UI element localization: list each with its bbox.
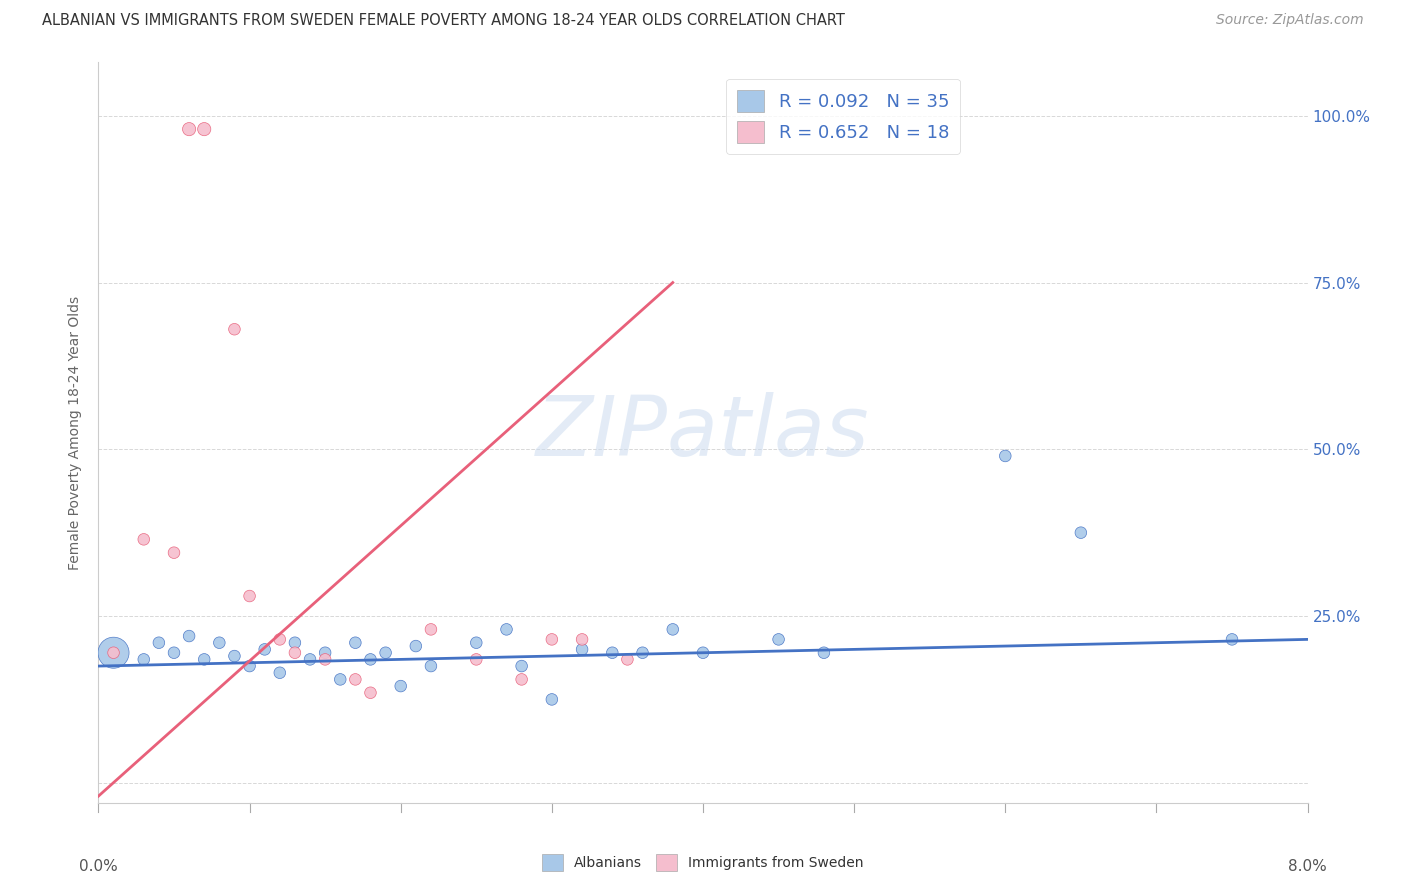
Point xyxy=(541,632,564,647)
Point xyxy=(284,646,307,660)
Point xyxy=(602,646,624,660)
Point xyxy=(571,632,593,647)
Point xyxy=(103,646,125,660)
Point xyxy=(465,652,488,666)
Point xyxy=(132,533,155,547)
Point xyxy=(344,636,367,650)
Text: 0.0%: 0.0% xyxy=(79,860,118,874)
Point xyxy=(374,646,396,660)
Point xyxy=(994,449,1017,463)
Point xyxy=(344,673,367,687)
Point xyxy=(571,642,593,657)
Point xyxy=(148,636,170,650)
Point xyxy=(179,122,201,136)
Point xyxy=(224,322,246,336)
Point xyxy=(193,122,215,136)
Point xyxy=(314,652,336,666)
Text: Source: ZipAtlas.com: Source: ZipAtlas.com xyxy=(1216,13,1364,28)
Point xyxy=(163,546,186,560)
Point xyxy=(420,623,443,637)
Point xyxy=(284,636,307,650)
Point xyxy=(1070,525,1092,540)
Point xyxy=(360,652,382,666)
Point xyxy=(360,686,382,700)
Point xyxy=(163,646,186,660)
Point xyxy=(253,642,276,657)
Text: 8.0%: 8.0% xyxy=(1288,860,1327,874)
Point xyxy=(405,639,427,653)
Point xyxy=(299,652,322,666)
Point xyxy=(662,623,685,637)
Point xyxy=(239,659,262,673)
Point xyxy=(239,589,262,603)
Point xyxy=(132,652,155,666)
Point xyxy=(103,646,125,660)
Point xyxy=(692,646,714,660)
Point xyxy=(768,632,790,647)
Point xyxy=(193,652,215,666)
Text: ALBANIAN VS IMMIGRANTS FROM SWEDEN FEMALE POVERTY AMONG 18-24 YEAR OLDS CORRELAT: ALBANIAN VS IMMIGRANTS FROM SWEDEN FEMAL… xyxy=(42,13,845,29)
Point xyxy=(208,636,231,650)
Point xyxy=(541,692,564,706)
Point xyxy=(510,673,533,687)
Point xyxy=(813,646,835,660)
Text: ZIPatlas: ZIPatlas xyxy=(536,392,870,473)
Point xyxy=(314,646,336,660)
Point xyxy=(329,673,352,687)
Point xyxy=(495,623,517,637)
Point xyxy=(1220,632,1243,647)
Point xyxy=(510,659,533,673)
Legend: Albanians, Immigrants from Sweden: Albanians, Immigrants from Sweden xyxy=(537,848,869,876)
Point xyxy=(179,629,201,643)
Y-axis label: Female Poverty Among 18-24 Year Olds: Female Poverty Among 18-24 Year Olds xyxy=(69,295,83,570)
Point xyxy=(616,652,638,666)
Legend: R = 0.092   N = 35, R = 0.652   N = 18: R = 0.092 N = 35, R = 0.652 N = 18 xyxy=(727,78,960,153)
Point xyxy=(269,665,291,680)
Point xyxy=(389,679,412,693)
Point xyxy=(269,632,291,647)
Point xyxy=(224,648,246,663)
Point xyxy=(465,636,488,650)
Point xyxy=(420,659,443,673)
Point xyxy=(631,646,654,660)
